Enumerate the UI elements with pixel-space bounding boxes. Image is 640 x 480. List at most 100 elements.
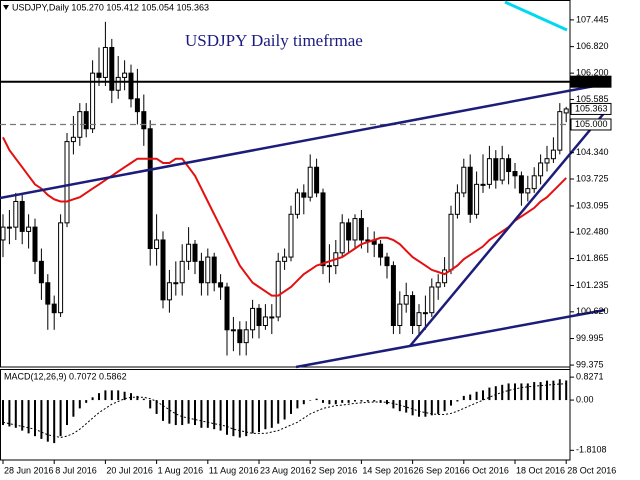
- macd-bar: [277, 400, 280, 424]
- uptrend-line: [409, 111, 606, 347]
- y-tick-label: 100.620: [576, 306, 609, 316]
- candle-body: [454, 192, 460, 215]
- candle-body: [544, 158, 550, 164]
- y-tick-label: 106.200: [576, 68, 609, 78]
- x-tick-label: 28 Oct 2016: [567, 465, 616, 475]
- candle-body: [416, 312, 422, 327]
- candle-body: [147, 128, 153, 250]
- candle-body: [224, 286, 230, 331]
- macd-bar: [546, 380, 548, 401]
- chart-header: USDJPY,Daily 105.270 105.412 105.054 105…: [12, 2, 209, 12]
- candle-body: [326, 265, 332, 268]
- macd-bar: [539, 382, 542, 401]
- candle-body: [397, 303, 403, 327]
- candle-body: [19, 200, 25, 232]
- candle-body: [205, 256, 211, 284]
- macd-bar: [283, 400, 286, 420]
- candle-body: [64, 141, 70, 224]
- candle-body: [493, 158, 499, 181]
- macd-bar: [386, 400, 388, 405]
- macd-bar: [309, 400, 312, 401]
- candle-body: [358, 218, 364, 241]
- macd-bar: [520, 383, 523, 401]
- macd-bar: [168, 400, 171, 424]
- level-label-box: [570, 75, 612, 88]
- candle-body: [346, 222, 352, 241]
- y-tick-label: 101.865: [576, 253, 609, 263]
- macd-bar: [110, 390, 113, 401]
- y-tick-label: 103.725: [576, 173, 609, 183]
- candle-body: [58, 222, 64, 314]
- candle-body: [211, 256, 217, 284]
- macd-label: MACD(12,26,9) 0.7072 0.5862: [4, 371, 127, 381]
- macd-bar: [194, 400, 196, 426]
- macd-bar: [450, 400, 452, 406]
- y-tick-label: 106.820: [576, 41, 609, 51]
- macd-bar: [437, 400, 440, 414]
- y-tick-label: 103.095: [576, 200, 609, 210]
- macd-bar: [270, 400, 273, 428]
- macd-bar: [14, 400, 17, 428]
- candle-body: [166, 282, 172, 301]
- candle-body: [339, 222, 345, 254]
- candle-body: [384, 256, 390, 267]
- y-tick-label: 104.340: [576, 147, 609, 157]
- macd-bar: [296, 400, 299, 409]
- x-tick-label: 2 Sep 2016: [311, 465, 357, 475]
- plot-layer: [0, 21, 570, 444]
- candle-body: [250, 307, 256, 331]
- level-label: 105.000: [575, 119, 608, 129]
- candle-body: [26, 226, 32, 232]
- macd-bar: [91, 397, 94, 401]
- x-tick-label: 18 Oct 2016: [516, 465, 565, 475]
- candle-body: [122, 72, 128, 78]
- macd-bar: [130, 393, 132, 401]
- candle-body: [307, 166, 313, 198]
- candle-body: [429, 286, 435, 314]
- candle-body: [115, 76, 121, 91]
- macd-bar: [155, 400, 158, 414]
- lower-channel-line: [295, 308, 606, 369]
- candle-body: [262, 316, 268, 327]
- macd-bar: [328, 400, 331, 405]
- macd-bar: [142, 398, 145, 401]
- candle-body: [352, 218, 358, 241]
- candle-body: [499, 158, 505, 181]
- y-tick-label: 105.585: [576, 94, 609, 104]
- macd-bar: [424, 400, 427, 417]
- y-tick-label: 0.00: [576, 394, 594, 404]
- candle-body: [314, 166, 320, 194]
- candle-body: [301, 192, 307, 198]
- macd-bar: [85, 400, 88, 403]
- x-tick-label: 23 Aug 2016: [260, 465, 311, 475]
- price-panel-frame: [0, 0, 571, 368]
- macd-bar: [206, 400, 209, 428]
- y-tick-label: 107.445: [576, 14, 609, 24]
- candle-body: [198, 260, 204, 284]
- macd-signal: [2, 383, 567, 439]
- candle-body: [173, 282, 179, 285]
- candle-body: [480, 183, 486, 186]
- macd-bar: [360, 400, 363, 402]
- macd-bar: [354, 400, 356, 402]
- y-tick-label: 0.8271: [576, 372, 604, 382]
- candle-body: [448, 213, 454, 271]
- candle-body: [410, 295, 416, 327]
- macd-bar: [398, 400, 401, 412]
- macd-bar: [475, 391, 478, 401]
- candle-body: [192, 243, 198, 262]
- x-tick-label: 11 Aug 2016: [209, 465, 259, 475]
- moving-average: [2, 136, 567, 297]
- macd-bar: [123, 391, 126, 401]
- candle-body: [486, 158, 492, 185]
- candle-body: [531, 175, 537, 190]
- macd-bar: [219, 400, 222, 431]
- candle-body: [422, 312, 428, 315]
- candle-body: [403, 295, 409, 305]
- macd-bar: [34, 400, 36, 437]
- candle-body: [90, 72, 96, 130]
- macd-bar: [514, 383, 516, 401]
- level-label-box: [570, 102, 612, 115]
